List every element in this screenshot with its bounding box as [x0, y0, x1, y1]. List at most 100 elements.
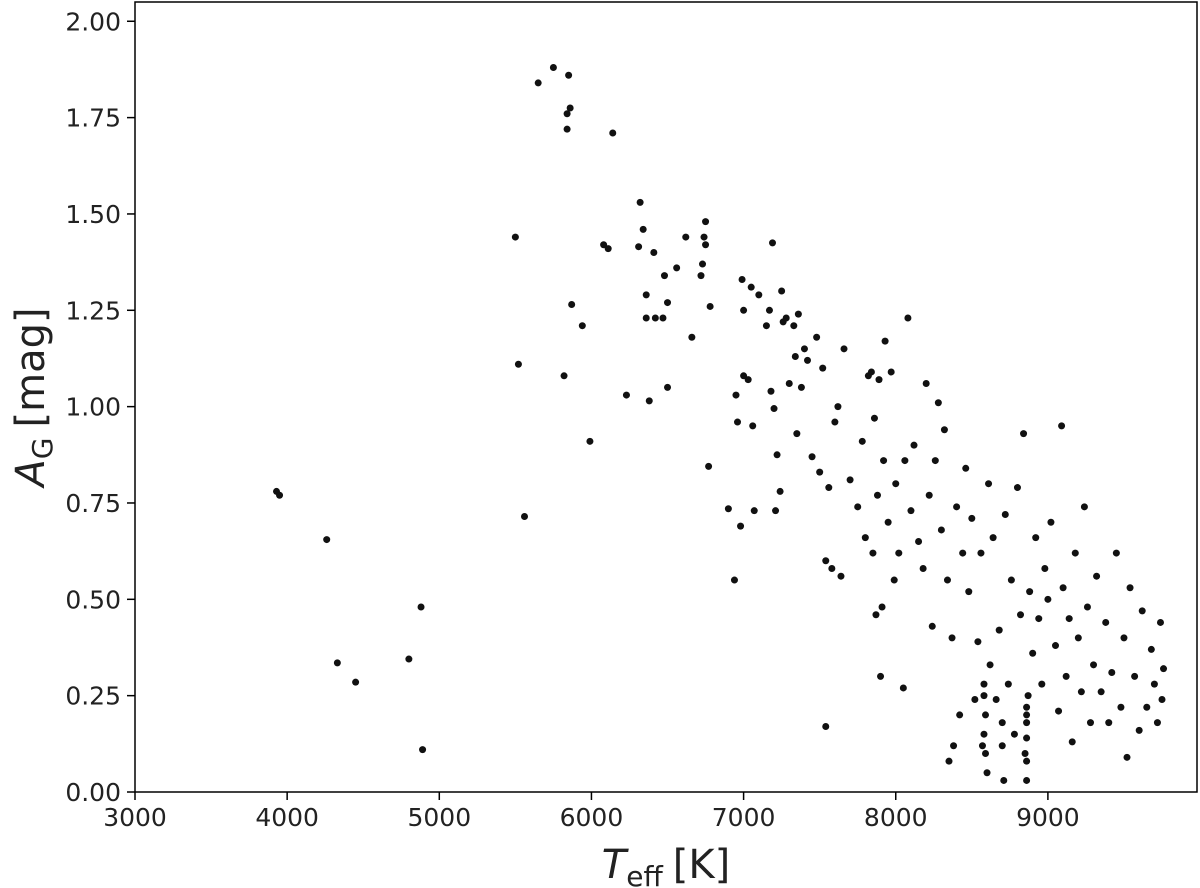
point: [1035, 615, 1043, 623]
point: [333, 659, 341, 667]
y-tick-label: 1.25: [65, 296, 121, 325]
point: [673, 264, 681, 272]
point: [1090, 661, 1098, 669]
point: [744, 376, 752, 384]
point: [1150, 680, 1158, 688]
point: [895, 549, 903, 557]
point: [982, 711, 990, 719]
point: [1059, 584, 1067, 592]
point: [1158, 696, 1166, 704]
x-axis-label: Teff [K]: [602, 842, 730, 888]
point: [782, 314, 790, 322]
point: [968, 514, 976, 522]
point: [956, 711, 964, 719]
point: [840, 345, 848, 353]
point: [948, 634, 956, 642]
point: [943, 576, 951, 584]
point: [1055, 707, 1063, 715]
point: [793, 430, 801, 438]
point: [1032, 534, 1040, 542]
point: [1023, 757, 1031, 765]
x-label-main: T: [602, 842, 630, 888]
y-tick-label: 2.00: [65, 7, 121, 36]
x-tick-label: 4000: [255, 803, 319, 832]
point: [776, 487, 784, 495]
point: [514, 360, 522, 368]
x-label-sub: eff: [626, 860, 663, 888]
point: [770, 405, 778, 413]
point: [983, 769, 991, 777]
point: [931, 457, 939, 465]
point: [1017, 611, 1025, 619]
point: [919, 564, 927, 572]
point: [869, 549, 877, 557]
point: [659, 314, 667, 322]
point: [568, 301, 576, 309]
y-label-sub: G: [26, 438, 59, 460]
y-tick-label: 1.50: [65, 200, 121, 229]
point: [724, 505, 732, 513]
point: [682, 233, 690, 241]
point: [971, 696, 979, 704]
point: [1023, 734, 1031, 742]
point: [1074, 634, 1082, 642]
point: [560, 372, 568, 380]
point: [974, 638, 982, 646]
y-axis-label: AG [mag]: [8, 307, 59, 489]
point: [899, 684, 907, 692]
point: [1117, 703, 1125, 711]
point: [1029, 649, 1037, 657]
point: [749, 422, 757, 430]
point: [794, 310, 802, 318]
point: [511, 233, 519, 241]
point: [846, 476, 854, 484]
point: [901, 457, 909, 465]
point: [323, 536, 331, 544]
point: [791, 353, 799, 361]
point: [1007, 576, 1015, 584]
point: [700, 233, 708, 241]
point: [737, 522, 745, 530]
point: [1071, 549, 1079, 557]
point: [910, 441, 918, 449]
point: [566, 104, 574, 112]
point: [1001, 511, 1009, 519]
point: [1083, 603, 1091, 611]
point: [945, 757, 953, 765]
point: [650, 248, 658, 256]
point: [1047, 518, 1055, 526]
point: [1023, 776, 1031, 784]
point: [980, 680, 988, 688]
point: [1004, 680, 1012, 688]
point: [635, 243, 643, 251]
y-tick-label: 0.75: [65, 489, 121, 518]
point: [604, 245, 612, 253]
point: [867, 368, 875, 376]
point: [854, 503, 862, 511]
point: [1010, 730, 1018, 738]
point: [937, 526, 945, 534]
x-tick-label: 8000: [864, 803, 928, 832]
point: [773, 451, 781, 459]
point: [1068, 738, 1076, 746]
point: [740, 372, 748, 380]
point: [822, 722, 830, 730]
point: [872, 611, 880, 619]
point: [699, 260, 707, 268]
point: [904, 314, 912, 322]
point: [651, 314, 659, 322]
point: [858, 437, 866, 445]
point: [998, 719, 1006, 727]
point: [928, 622, 936, 630]
point: [887, 368, 895, 376]
point: [915, 538, 923, 546]
point: [405, 655, 413, 663]
point: [1044, 595, 1052, 603]
point: [822, 557, 830, 565]
point: [890, 576, 898, 584]
point: [1135, 726, 1143, 734]
point: [819, 364, 827, 372]
y-tick-label: 0.50: [65, 585, 121, 614]
point: [734, 418, 742, 426]
